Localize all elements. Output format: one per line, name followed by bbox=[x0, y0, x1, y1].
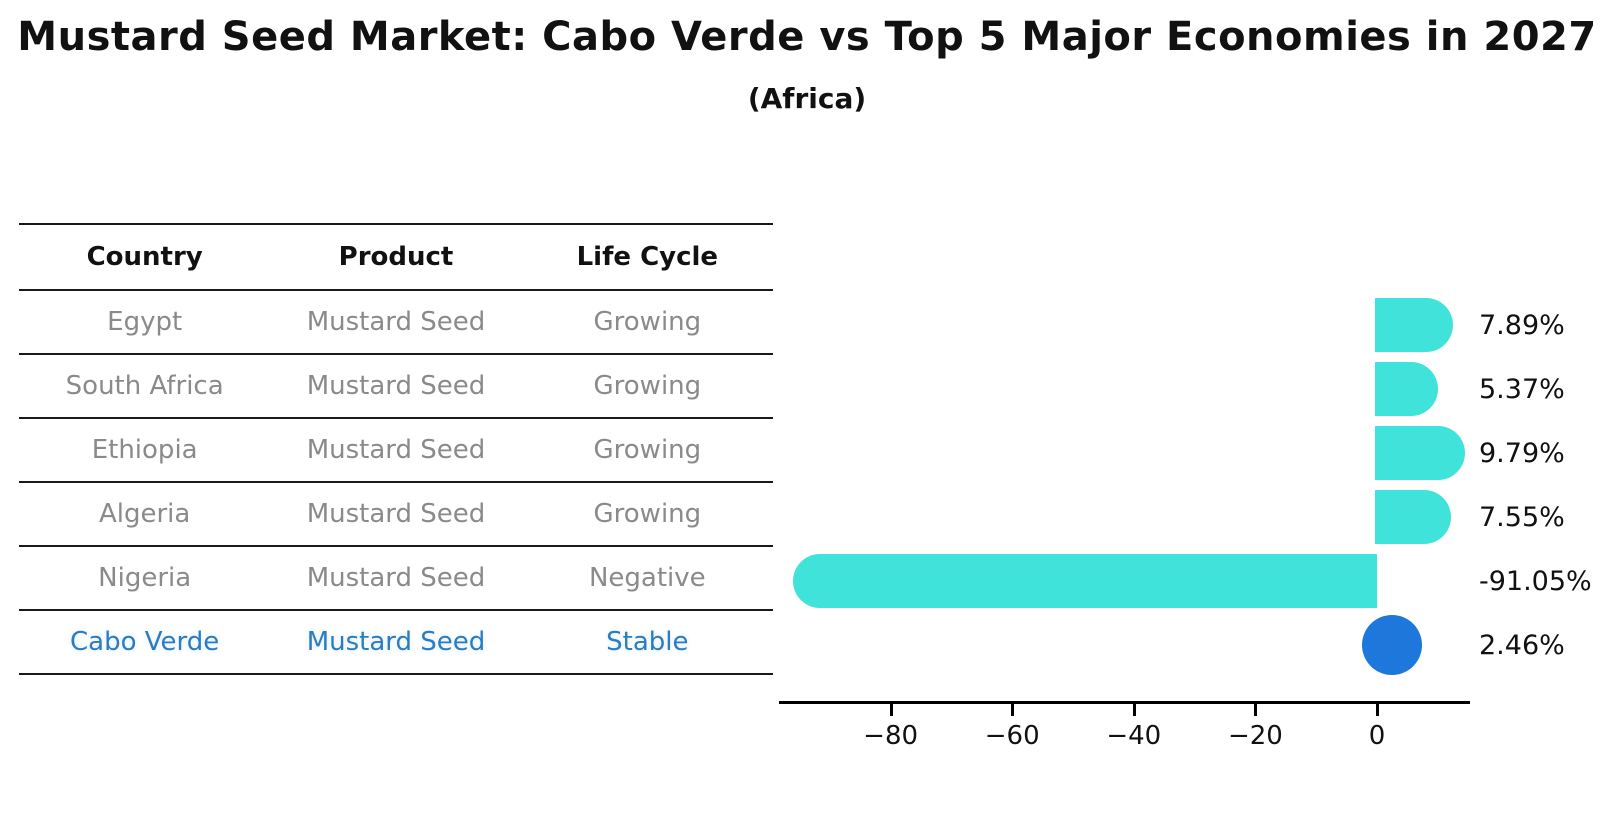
table-row: Egypt Mustard Seed Growing bbox=[19, 290, 773, 355]
x-axis-tick bbox=[1376, 704, 1379, 716]
bar-nigeria bbox=[793, 554, 1377, 608]
table-header-row: Country Product Life Cycle bbox=[19, 224, 773, 291]
header-life-cycle: Life Cycle bbox=[521, 224, 773, 291]
bar-egypt bbox=[1375, 298, 1453, 352]
x-axis-tick bbox=[1011, 704, 1015, 716]
cell-life-cycle: Stable bbox=[521, 610, 773, 675]
cell-product: Mustard Seed bbox=[270, 610, 522, 675]
table-row: Ethiopia Mustard Seed Growing bbox=[19, 418, 773, 483]
x-axis-line bbox=[779, 701, 1470, 704]
bar-value-label: 2.46% bbox=[1479, 630, 1565, 661]
x-axis-tick-label: −20 bbox=[1227, 721, 1283, 751]
bar-south-africa bbox=[1375, 362, 1438, 416]
cell-life-cycle: Growing bbox=[521, 418, 773, 483]
cell-country: Nigeria bbox=[19, 546, 271, 611]
header-product: Product bbox=[270, 224, 522, 291]
table-row-highlight: Cabo Verde Mustard Seed Stable bbox=[19, 610, 773, 675]
cell-country: Algeria bbox=[19, 482, 271, 547]
cell-product: Mustard Seed bbox=[270, 482, 522, 547]
country-table: Country Product Life Cycle Egypt Mustard… bbox=[19, 223, 773, 675]
x-axis-tick bbox=[889, 704, 893, 716]
bar-value-label: 7.89% bbox=[1479, 310, 1565, 341]
bar-value-label: 7.55% bbox=[1479, 502, 1565, 533]
x-axis-tick-label: −40 bbox=[1106, 721, 1162, 751]
x-axis-tick bbox=[1132, 704, 1136, 716]
cell-country: South Africa bbox=[19, 354, 271, 419]
chart-title: Mustard Seed Market: Cabo Verde vs Top 5… bbox=[17, 14, 1597, 60]
cell-country: Cabo Verde bbox=[19, 610, 271, 675]
header-country: Country bbox=[19, 224, 271, 291]
bar-value-label: 9.79% bbox=[1479, 438, 1565, 469]
table-row: Nigeria Mustard Seed Negative bbox=[19, 546, 773, 611]
cell-product: Mustard Seed bbox=[270, 290, 522, 355]
table-row: Algeria Mustard Seed Growing bbox=[19, 482, 773, 547]
bar-algeria bbox=[1375, 490, 1451, 544]
cell-country: Ethiopia bbox=[19, 418, 271, 483]
cell-life-cycle: Growing bbox=[521, 354, 773, 419]
cell-life-cycle: Growing bbox=[521, 482, 773, 547]
x-axis-tick-label: −60 bbox=[984, 721, 1040, 751]
cell-product: Mustard Seed bbox=[270, 546, 522, 611]
bar-value-label: -91.05% bbox=[1479, 566, 1592, 597]
cell-country: Egypt bbox=[19, 290, 271, 355]
bar-ethiopia bbox=[1375, 426, 1465, 480]
x-axis-tick-label: −80 bbox=[863, 721, 919, 751]
cell-product: Mustard Seed bbox=[270, 354, 522, 419]
x-axis-tick bbox=[1254, 704, 1258, 716]
cell-life-cycle: Growing bbox=[521, 290, 773, 355]
chart-subtitle: (Africa) bbox=[747, 82, 867, 115]
bar-cabo-verde bbox=[1361, 615, 1422, 675]
bar-value-label: 5.37% bbox=[1479, 374, 1565, 405]
x-axis-tick-label: 0 bbox=[1368, 721, 1386, 751]
cell-product: Mustard Seed bbox=[270, 418, 522, 483]
table-row: South Africa Mustard Seed Growing bbox=[19, 354, 773, 419]
cell-life-cycle: Negative bbox=[521, 546, 773, 611]
